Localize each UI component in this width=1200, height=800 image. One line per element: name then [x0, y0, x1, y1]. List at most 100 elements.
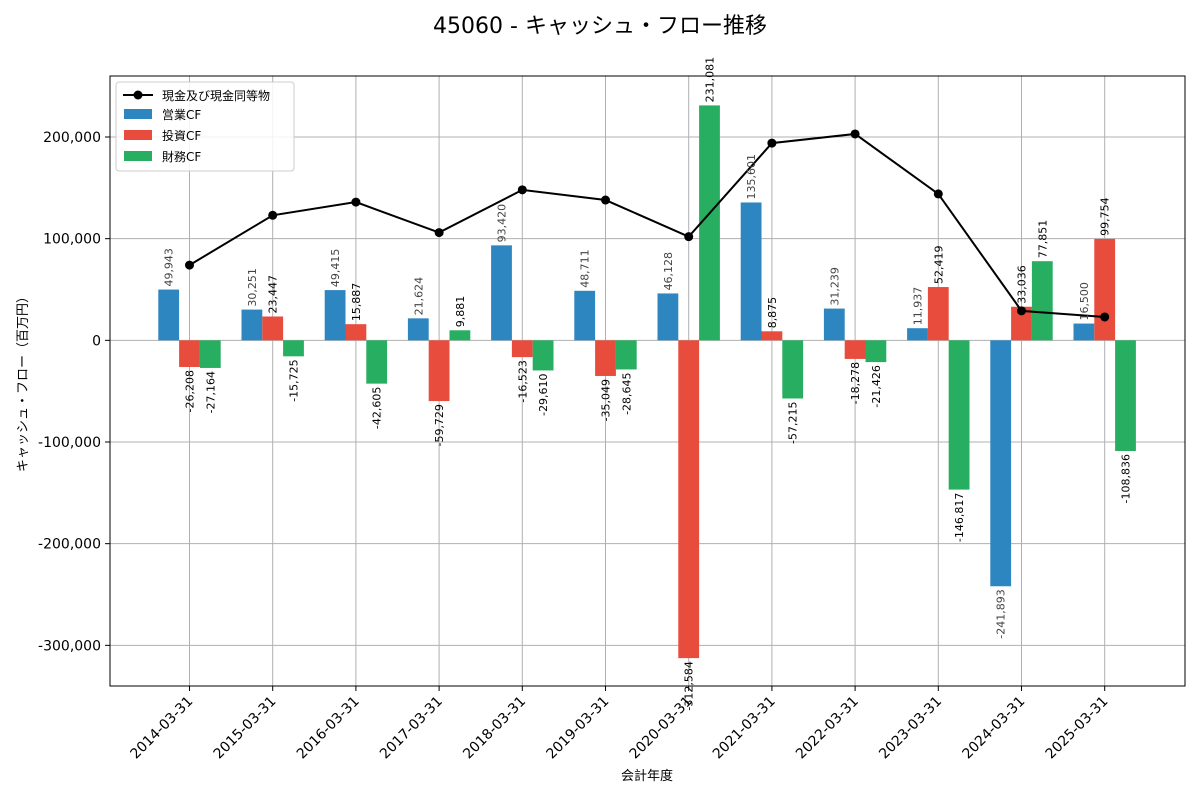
y-tick-label: 0 — [92, 333, 101, 349]
bar-operating — [407, 318, 429, 341]
bar-operating — [1073, 323, 1095, 341]
bar-investing — [179, 340, 200, 367]
legend-swatch-operating — [124, 109, 152, 119]
bar-investing — [428, 340, 450, 402]
chart-title: 45060 - キャッシュ・フロー推移 — [433, 14, 767, 39]
bar-operating — [907, 328, 928, 341]
bar-investing — [1094, 238, 1116, 341]
data-label-financing: 77,851 — [1036, 220, 1049, 259]
data-label-operating: 49,943 — [163, 248, 176, 287]
data-label-financing: -57,215 — [787, 402, 800, 444]
bar-financing — [532, 340, 554, 371]
data-label-investing: 23,447 — [267, 275, 280, 314]
bar-financing — [1115, 340, 1136, 451]
y-tick-label: -100,000 — [38, 435, 101, 451]
legend-label-operating: 営業CF — [162, 108, 201, 122]
data-label-operating: 16,500 — [1078, 282, 1091, 321]
bar-investing — [927, 287, 949, 341]
cash-point — [517, 185, 527, 195]
bar-investing — [844, 340, 866, 359]
bar-financing — [1031, 261, 1053, 341]
cash-point — [185, 260, 194, 270]
y-tick-label: 200,000 — [43, 130, 101, 146]
cash-point — [434, 228, 444, 238]
cash-point — [933, 189, 943, 199]
data-label-financing: 231,081 — [704, 57, 717, 103]
legend-label-cash: 現金及び現金同等物 — [162, 88, 270, 103]
y-axis-label: キャッシュ・フロー（百万円） — [16, 290, 31, 472]
data-label-financing: -29,610 — [537, 373, 550, 415]
bar-operating — [740, 202, 762, 341]
line-layer — [185, 129, 1110, 322]
cash-point — [1100, 312, 1110, 322]
bar-financing — [199, 340, 221, 368]
bar-operating — [158, 289, 180, 341]
bar-financing — [948, 340, 970, 490]
legend-label-financing: 財務CF — [162, 149, 201, 164]
data-label-financing: -146,817 — [953, 493, 966, 542]
bar-financing — [366, 340, 388, 384]
cash-point — [850, 129, 860, 139]
data-label-operating: 46,128 — [662, 252, 675, 291]
data-label-operating: 31,239 — [828, 267, 841, 306]
data-label-investing: -16,523 — [516, 360, 529, 402]
bar-operating — [574, 290, 596, 341]
legend-box — [115, 81, 295, 172]
y-tick-label: 100,000 — [43, 232, 101, 248]
data-label-investing: 99,754 — [1099, 197, 1112, 236]
data-label-investing: 8,875 — [766, 297, 779, 329]
bar-investing — [511, 340, 533, 358]
cash-point — [268, 210, 278, 220]
bar-operating — [823, 308, 845, 341]
bar-financing — [283, 340, 304, 357]
bar-financing — [782, 340, 804, 399]
legend-label-investing: 投資CF — [162, 128, 201, 143]
bar-financing — [865, 340, 887, 363]
data-label-operating: 135,601 — [745, 154, 758, 200]
bar-financing — [699, 105, 720, 341]
bar-operating — [324, 290, 346, 341]
plot-frame — [109, 75, 1186, 687]
cash-line — [188, 132, 1105, 318]
data-label-operating: 11,937 — [912, 287, 925, 326]
data-label-operating: 30,251 — [246, 268, 259, 307]
cash-point — [601, 195, 610, 205]
bar-operating — [990, 340, 1012, 587]
legend-swatch-financing — [124, 151, 152, 161]
data-label-investing: -59,729 — [433, 404, 446, 446]
bar-investing — [761, 331, 783, 341]
data-label-investing: 33,036 — [1016, 265, 1029, 304]
data-label-financing: -27,164 — [204, 371, 217, 413]
cash-point — [684, 232, 694, 242]
y-tick-label: -300,000 — [38, 638, 101, 654]
legend-swatch-investing — [124, 130, 152, 140]
bar-investing — [262, 316, 284, 341]
data-label-financing: -42,605 — [371, 387, 384, 429]
bar-investing — [678, 340, 700, 659]
cash-point — [1017, 306, 1026, 316]
bar-financing — [615, 340, 637, 370]
data-label-operating: 48,711 — [579, 249, 592, 288]
data-label-financing: -28,645 — [620, 372, 633, 414]
data-label-financing: -21,426 — [870, 365, 883, 407]
data-label-investing: 52,419 — [932, 246, 945, 285]
data-label-operating: 21,624 — [412, 277, 425, 316]
bar-operating — [657, 293, 679, 341]
legend: 現金及び現金同等物 営業CF 投資CF 財務CF — [115, 81, 295, 172]
bar-financing — [449, 330, 471, 341]
data-label-investing: -18,278 — [849, 362, 862, 404]
bar-investing — [345, 324, 367, 341]
data-label-operating: 49,415 — [329, 249, 342, 288]
bar-investing — [595, 340, 616, 376]
cash-point — [767, 138, 777, 148]
cash-point — [351, 197, 361, 207]
data-label-financing: 9,881 — [454, 296, 467, 328]
y-tick-label: -200,000 — [38, 537, 101, 553]
bar-investing — [1011, 306, 1032, 341]
data-label-operating: -241,893 — [995, 589, 1008, 638]
bars-layer — [158, 105, 1136, 659]
data-label-financing: -15,725 — [288, 359, 301, 401]
data-labels-layer: 49,943 30,251 49,415 21,624 93,420 48,711 46,1… — [163, 57, 1133, 711]
data-label-operating: 93,420 — [496, 204, 509, 243]
